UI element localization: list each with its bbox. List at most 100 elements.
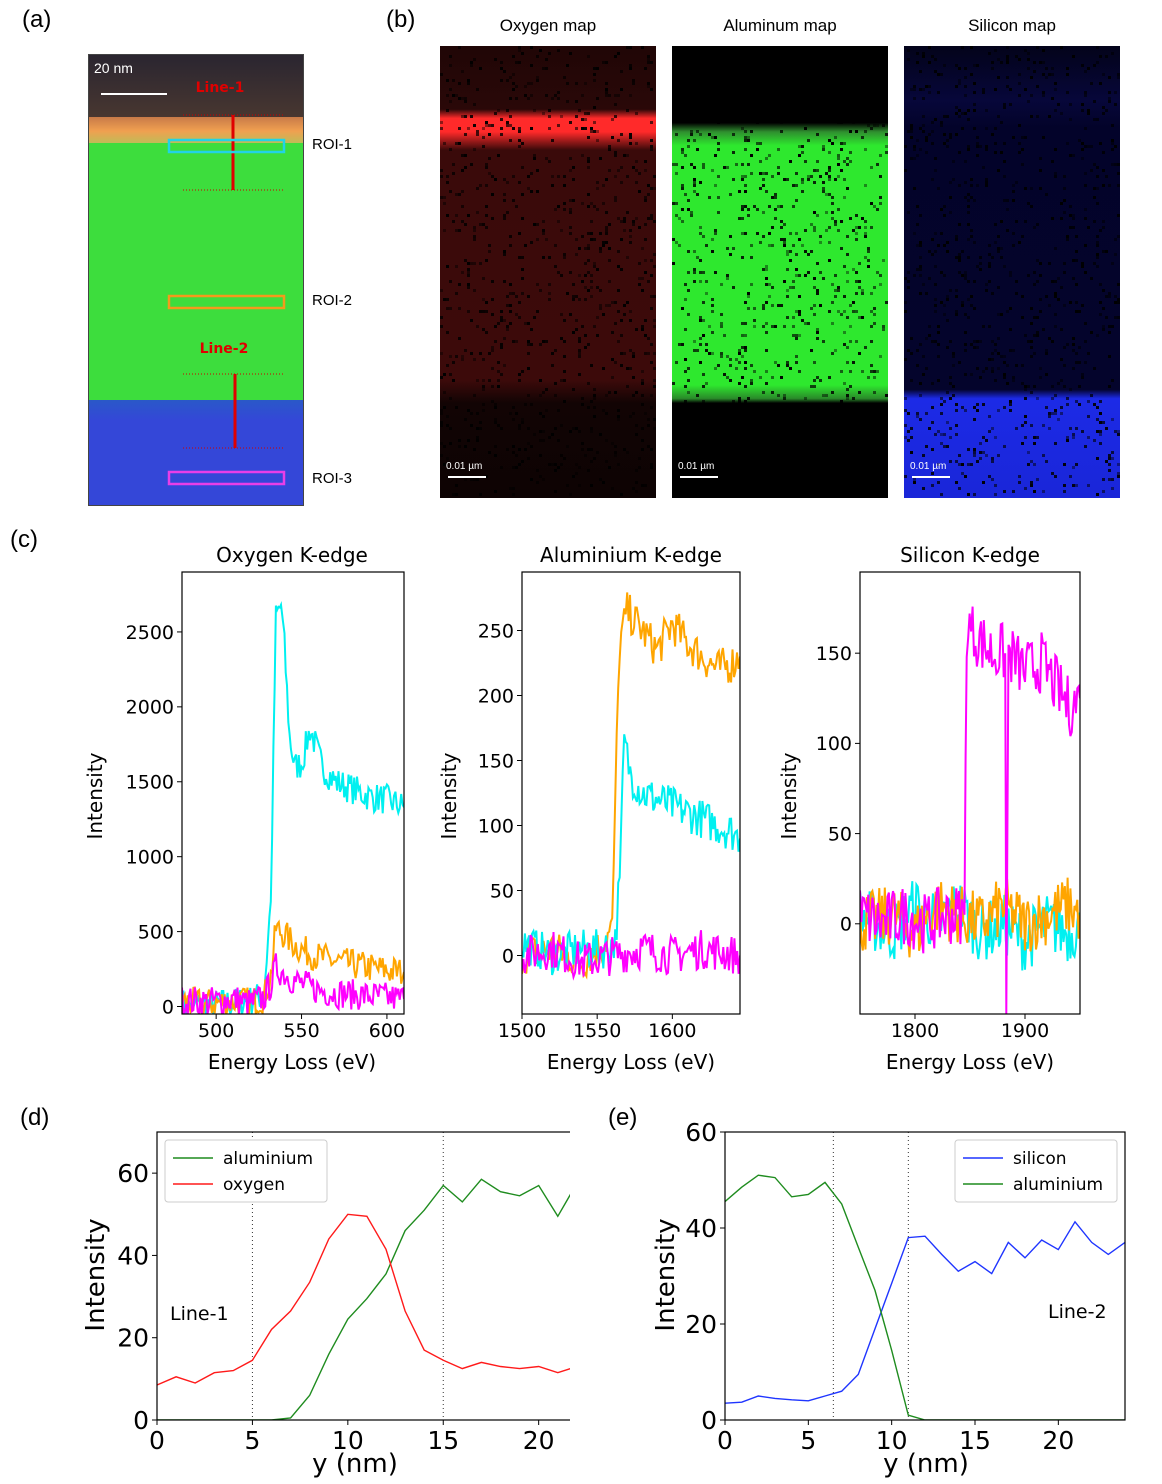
x-axis-label: Energy Loss (eV) <box>886 1050 1054 1074</box>
speckle-pixel <box>1012 232 1015 235</box>
speckle-pixel <box>452 94 455 97</box>
speckle-pixel <box>551 433 554 436</box>
speckle-pixel <box>653 325 656 328</box>
speckle-pixel <box>976 340 979 343</box>
speckle-pixel <box>587 160 590 163</box>
speckle-pixel <box>994 349 997 352</box>
speckle-pixel <box>684 385 687 388</box>
speckle-pixel <box>1006 58 1009 61</box>
speckle-pixel <box>708 70 711 73</box>
speckle-pixel <box>482 310 485 313</box>
speckle-pixel <box>545 67 548 70</box>
speckle-pixel <box>1042 424 1045 427</box>
speckle-pixel <box>876 370 879 373</box>
speckle-pixel <box>626 367 629 370</box>
speckle-pixel <box>988 475 991 478</box>
speckle-pixel <box>693 184 696 187</box>
speckle-pixel <box>931 121 934 124</box>
speckle-pixel <box>521 421 524 424</box>
speckle-pixel <box>575 319 578 322</box>
speckle-pixel <box>581 154 584 157</box>
speckle-pixel <box>623 352 626 355</box>
speckle-pixel <box>864 232 867 235</box>
speckle-pixel <box>557 49 560 52</box>
speckle-pixel <box>843 424 846 427</box>
speckle-pixel <box>1033 385 1036 388</box>
chart-title: Silicon K-edge <box>900 543 1040 567</box>
speckle-pixel <box>723 166 726 169</box>
speckle-pixel <box>693 82 696 85</box>
speckle-pixel <box>907 412 910 415</box>
speckle-pixel <box>1018 58 1021 61</box>
speckle-pixel <box>699 133 702 136</box>
y-tick-label: 0 <box>840 914 852 936</box>
speckle-pixel <box>1063 199 1066 202</box>
speckle-pixel <box>1003 445 1006 448</box>
speckle-pixel <box>572 427 575 430</box>
speckle-pixel <box>563 457 566 460</box>
speckle-pixel <box>464 115 467 118</box>
speckle-pixel <box>476 211 479 214</box>
speckle-pixel <box>1021 316 1024 319</box>
speckle-pixel <box>813 229 816 232</box>
speckle-pixel <box>970 304 973 307</box>
speckle-pixel <box>560 424 563 427</box>
speckle-pixel <box>566 64 569 67</box>
speckle-pixel <box>653 253 656 256</box>
speckle-pixel <box>503 364 506 367</box>
speckle-pixel <box>1108 355 1111 358</box>
speckle-pixel <box>1105 250 1108 253</box>
speckle-pixel <box>518 448 521 451</box>
speckle-pixel <box>1081 304 1084 307</box>
speckle-pixel <box>1003 103 1006 106</box>
speckle-pixel <box>943 304 946 307</box>
speckle-pixel <box>925 412 928 415</box>
speckle-pixel <box>1009 349 1012 352</box>
oxygen-map <box>440 46 656 498</box>
speckle-pixel <box>527 343 530 346</box>
speckle-pixel <box>717 175 720 178</box>
speckle-pixel <box>807 271 810 274</box>
speckle-pixel <box>551 184 554 187</box>
speckle-pixel <box>940 442 943 445</box>
speckle-pixel <box>690 214 693 217</box>
speckle-pixel <box>792 109 795 112</box>
speckle-pixel <box>605 91 608 94</box>
speckle-pixel <box>825 409 828 412</box>
speckle-pixel <box>672 262 675 265</box>
speckle-pixel <box>1030 481 1033 484</box>
speckle-pixel <box>1102 490 1105 493</box>
speckle-pixel <box>994 343 997 346</box>
speckle-pixel <box>925 139 928 142</box>
speckle-pixel <box>934 265 937 268</box>
speckle-pixel <box>473 238 476 241</box>
speckle-pixel <box>1111 163 1114 166</box>
speckle-pixel <box>458 97 461 100</box>
y-tick-label: 50 <box>828 823 852 845</box>
speckle-pixel <box>744 349 747 352</box>
speckle-pixel <box>864 475 867 478</box>
speckle-pixel <box>864 67 867 70</box>
speckle-pixel <box>635 424 638 427</box>
speckle-pixel <box>867 403 870 406</box>
speckle-pixel <box>919 127 922 130</box>
speckle-pixel <box>837 208 840 211</box>
speckle-pixel <box>834 178 837 181</box>
speckle-pixel <box>919 256 922 259</box>
speckle-pixel <box>518 139 521 142</box>
speckle-pixel <box>792 205 795 208</box>
speckle-pixel <box>720 433 723 436</box>
speckle-pixel <box>816 58 819 61</box>
speckle-pixel <box>575 328 578 331</box>
speckle-pixel <box>846 187 849 190</box>
speckle-pixel <box>458 283 461 286</box>
speckle-pixel <box>593 265 596 268</box>
speckle-pixel <box>738 397 741 400</box>
speckle-pixel <box>729 358 732 361</box>
speckle-pixel <box>641 427 644 430</box>
speckle-pixel <box>711 409 714 412</box>
speckle-pixel <box>967 238 970 241</box>
speckle-pixel <box>801 469 804 472</box>
speckle-pixel <box>563 208 566 211</box>
speckle-pixel <box>647 184 650 187</box>
